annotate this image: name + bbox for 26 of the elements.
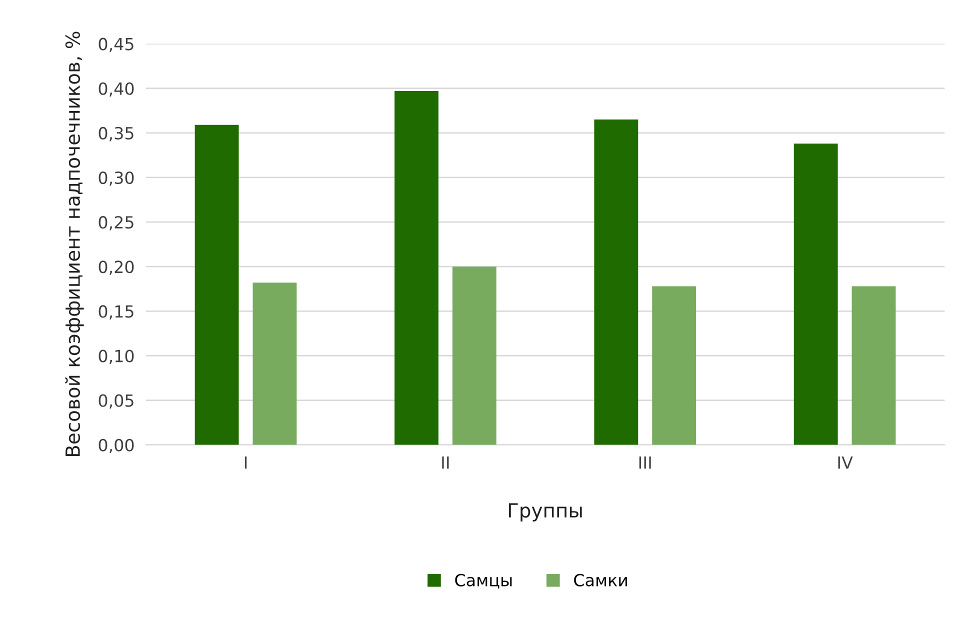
x-tick-label: IV: [838, 456, 853, 469]
bar: [394, 91, 438, 445]
x-tick-label: I: [244, 456, 247, 469]
y-tick-label: 0,30: [98, 171, 134, 186]
y-tick-label: 0,45: [98, 38, 134, 52]
y-tick-label: 0,15: [98, 305, 134, 320]
bar: [594, 120, 638, 445]
y-tick-label: 0,25: [98, 216, 134, 230]
y-tick-label: 0,05: [98, 394, 134, 409]
x-tick-label: III: [639, 456, 651, 469]
legend-label: Самки: [574, 574, 627, 586]
bar: [194, 124, 239, 445]
bar: [794, 144, 838, 445]
y-tick-label: 0,10: [98, 350, 134, 364]
x-tick-label: II: [442, 456, 449, 469]
bar: [852, 286, 896, 445]
y-tick-label: 0,40: [98, 82, 134, 97]
bar: [252, 282, 297, 445]
bar: [652, 286, 696, 445]
x-axis-title: Группы: [508, 503, 582, 522]
y-tick-label: 0,00: [98, 438, 134, 454]
y-axis-title: Весовой коэффициент надпочечников, %: [65, 32, 84, 456]
y-tick-label: 0,35: [98, 126, 134, 142]
legend-label: Самцы: [455, 574, 512, 588]
bar: [452, 266, 496, 445]
y-tick-label: 0,20: [98, 260, 134, 275]
